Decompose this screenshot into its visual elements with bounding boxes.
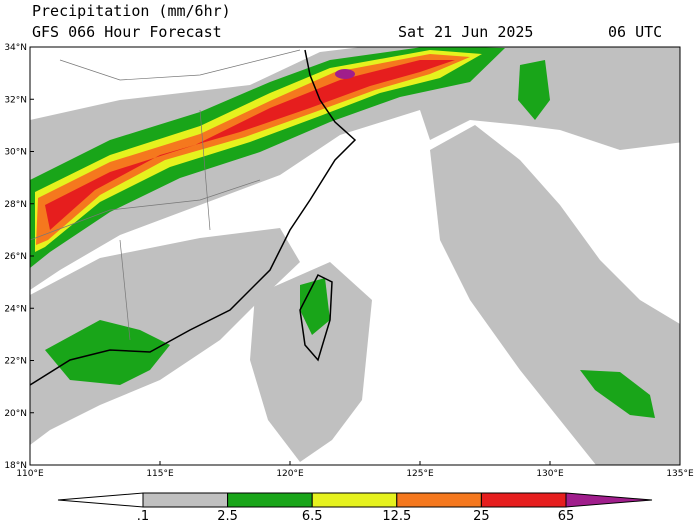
valid-date: Sat 21 Jun 2025 xyxy=(398,23,533,41)
axes: 34°N 32°N 30°N 28°N 26°N 24°N 22°N 20°N 18°N110°… xyxy=(4,43,694,479)
lat-label: 22°N xyxy=(4,357,27,367)
precip-area xyxy=(45,320,170,385)
colorbar-cell xyxy=(311,492,398,508)
colorbar-label: 6.5 xyxy=(302,509,323,524)
precip-area xyxy=(250,262,372,462)
title: Precipitation (mm/6hr) xyxy=(32,2,231,20)
precip-area xyxy=(30,47,680,290)
lat-label: 20°N xyxy=(4,409,27,419)
lat-label: 34°N xyxy=(4,43,27,53)
colorbar: .1 2.5 6.5 12.5 25 65 xyxy=(57,492,653,524)
precip-area xyxy=(580,370,655,418)
colorbar-cell xyxy=(142,492,229,508)
precip-area xyxy=(335,69,355,79)
colorbar-label: 25 xyxy=(473,509,490,524)
coastline xyxy=(299,273,333,362)
valid-time: 06 UTC xyxy=(608,23,662,41)
border xyxy=(30,49,301,341)
lat-label: 26°N xyxy=(4,252,27,262)
colorbar-label: 12.5 xyxy=(382,509,411,524)
colorbar-label: 65 xyxy=(558,509,575,524)
lon-label: 135°E xyxy=(666,469,694,479)
lon-label: 130°E xyxy=(536,469,564,479)
precip-area xyxy=(518,60,550,120)
colorbar-label: 2.5 xyxy=(217,509,238,524)
precip-field xyxy=(30,47,680,465)
precip-area xyxy=(300,278,330,335)
lon-label: 125°E xyxy=(406,469,434,479)
coastline xyxy=(30,49,357,386)
lat-label: 18°N xyxy=(4,461,27,471)
colorbar-cell xyxy=(396,492,482,508)
colorbar-label: .1 xyxy=(137,509,149,524)
precip-area xyxy=(36,54,470,245)
colorbar-cell xyxy=(565,492,653,508)
lat-label: 24°N xyxy=(4,304,27,314)
precip-area xyxy=(430,125,680,465)
lat-label: 32°N xyxy=(4,95,27,105)
lon-label: 120°E xyxy=(276,469,304,479)
lon-label: 110°E xyxy=(16,469,44,479)
colorbar-cell xyxy=(480,492,567,508)
subtitle: GFS 066 Hour Forecast xyxy=(32,23,222,41)
lon-label: 115°E xyxy=(146,469,174,479)
colorbar-cell xyxy=(57,492,144,508)
lat-label: 30°N xyxy=(4,148,27,158)
precip-area xyxy=(30,228,300,445)
lat-label: 28°N xyxy=(4,200,27,210)
colorbar-cell xyxy=(227,492,313,508)
